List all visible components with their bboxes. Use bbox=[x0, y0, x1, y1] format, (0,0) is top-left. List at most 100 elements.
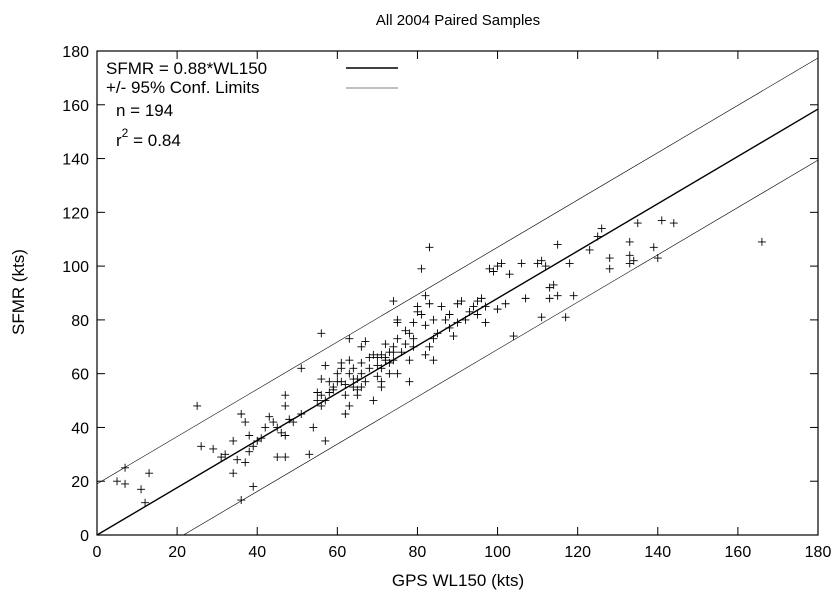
data-point bbox=[653, 254, 662, 263]
data-point bbox=[145, 469, 154, 478]
data-point bbox=[537, 313, 546, 322]
data-point bbox=[669, 219, 678, 228]
data-point bbox=[497, 259, 506, 268]
data-point bbox=[453, 318, 462, 327]
data-point bbox=[481, 302, 490, 311]
data-point bbox=[265, 412, 274, 421]
data-point bbox=[397, 348, 406, 357]
plot-border bbox=[96, 50, 819, 536]
data-point bbox=[337, 364, 346, 373]
data-point bbox=[281, 391, 290, 400]
data-point bbox=[369, 396, 378, 405]
data-point bbox=[281, 401, 290, 410]
data-point bbox=[501, 299, 510, 308]
data-point bbox=[365, 353, 374, 362]
y-tick-label: 0 bbox=[80, 528, 89, 545]
data-point bbox=[249, 442, 258, 451]
data-point bbox=[537, 256, 546, 265]
data-point bbox=[121, 463, 130, 472]
y-tick-label: 20 bbox=[71, 474, 89, 491]
data-point bbox=[321, 436, 330, 445]
x-tick-label: 20 bbox=[168, 544, 186, 561]
data-point bbox=[325, 388, 334, 397]
y-tick-label: 80 bbox=[71, 313, 89, 330]
data-point bbox=[533, 259, 542, 268]
data-point bbox=[481, 318, 490, 327]
x-tick-label: 140 bbox=[644, 544, 671, 561]
data-point bbox=[269, 418, 278, 427]
data-point bbox=[405, 377, 414, 386]
data-point bbox=[417, 310, 426, 319]
data-point bbox=[245, 447, 254, 456]
data-point bbox=[545, 294, 554, 303]
data-point bbox=[545, 283, 554, 292]
lower-confidence-line bbox=[183, 159, 819, 536]
data-point bbox=[277, 428, 286, 437]
data-point bbox=[377, 364, 386, 373]
data-point bbox=[309, 423, 318, 432]
data-point bbox=[465, 307, 474, 316]
data-point bbox=[381, 353, 390, 362]
data-point bbox=[289, 418, 298, 427]
x-tick-label: 80 bbox=[409, 544, 427, 561]
data-point bbox=[297, 364, 306, 373]
data-point bbox=[421, 350, 430, 359]
data-point bbox=[357, 358, 366, 367]
data-point bbox=[445, 323, 454, 332]
data-point bbox=[249, 482, 258, 491]
data-point bbox=[313, 388, 322, 397]
data-point bbox=[373, 372, 382, 381]
data-point bbox=[409, 342, 418, 351]
data-point bbox=[429, 334, 438, 343]
data-point bbox=[405, 329, 414, 338]
data-point bbox=[401, 326, 410, 335]
y-tick-label: 60 bbox=[71, 367, 89, 384]
data-point bbox=[341, 380, 350, 389]
data-point bbox=[605, 264, 614, 273]
data-point bbox=[473, 297, 482, 306]
data-point bbox=[605, 254, 614, 263]
data-point bbox=[281, 453, 290, 462]
data-point bbox=[297, 410, 306, 418]
y-tick-label: 120 bbox=[62, 205, 89, 222]
data-point bbox=[253, 436, 262, 445]
data-point bbox=[485, 264, 494, 273]
x-tick-label: 60 bbox=[328, 544, 346, 561]
data-point bbox=[329, 385, 338, 394]
data-point bbox=[553, 291, 562, 300]
data-point bbox=[509, 332, 518, 341]
legend-r2-label: r2 = 0.84 bbox=[116, 126, 181, 150]
data-point bbox=[649, 243, 658, 252]
data-point bbox=[597, 224, 606, 233]
data-point bbox=[453, 299, 462, 308]
data-point bbox=[273, 423, 282, 432]
data-point bbox=[341, 410, 350, 418]
data-point bbox=[325, 377, 334, 386]
x-tick-label: 180 bbox=[805, 544, 832, 561]
y-tick-label: 160 bbox=[62, 98, 89, 115]
legend-n-label: n = 194 bbox=[116, 101, 173, 120]
data-point bbox=[237, 496, 246, 505]
data-point bbox=[625, 259, 634, 268]
data-point bbox=[345, 334, 354, 343]
data-point bbox=[353, 375, 362, 384]
data-point bbox=[349, 364, 358, 373]
data-point bbox=[357, 342, 366, 351]
data-point bbox=[585, 245, 594, 254]
data-point bbox=[549, 280, 558, 289]
data-point bbox=[241, 458, 250, 467]
data-point bbox=[193, 401, 202, 410]
x-axis: 0 20 40 60 80 100 120 140 160 180 bbox=[93, 51, 832, 561]
data-point bbox=[625, 251, 634, 260]
data-point bbox=[245, 431, 254, 440]
data-point bbox=[405, 356, 414, 365]
data-point bbox=[229, 469, 238, 478]
data-point bbox=[493, 262, 502, 271]
data-point bbox=[345, 356, 354, 365]
data-point bbox=[657, 216, 666, 225]
data-point bbox=[473, 310, 482, 319]
data-point bbox=[353, 385, 362, 394]
data-point bbox=[565, 259, 574, 268]
data-point bbox=[429, 356, 438, 365]
data-point bbox=[377, 383, 386, 392]
